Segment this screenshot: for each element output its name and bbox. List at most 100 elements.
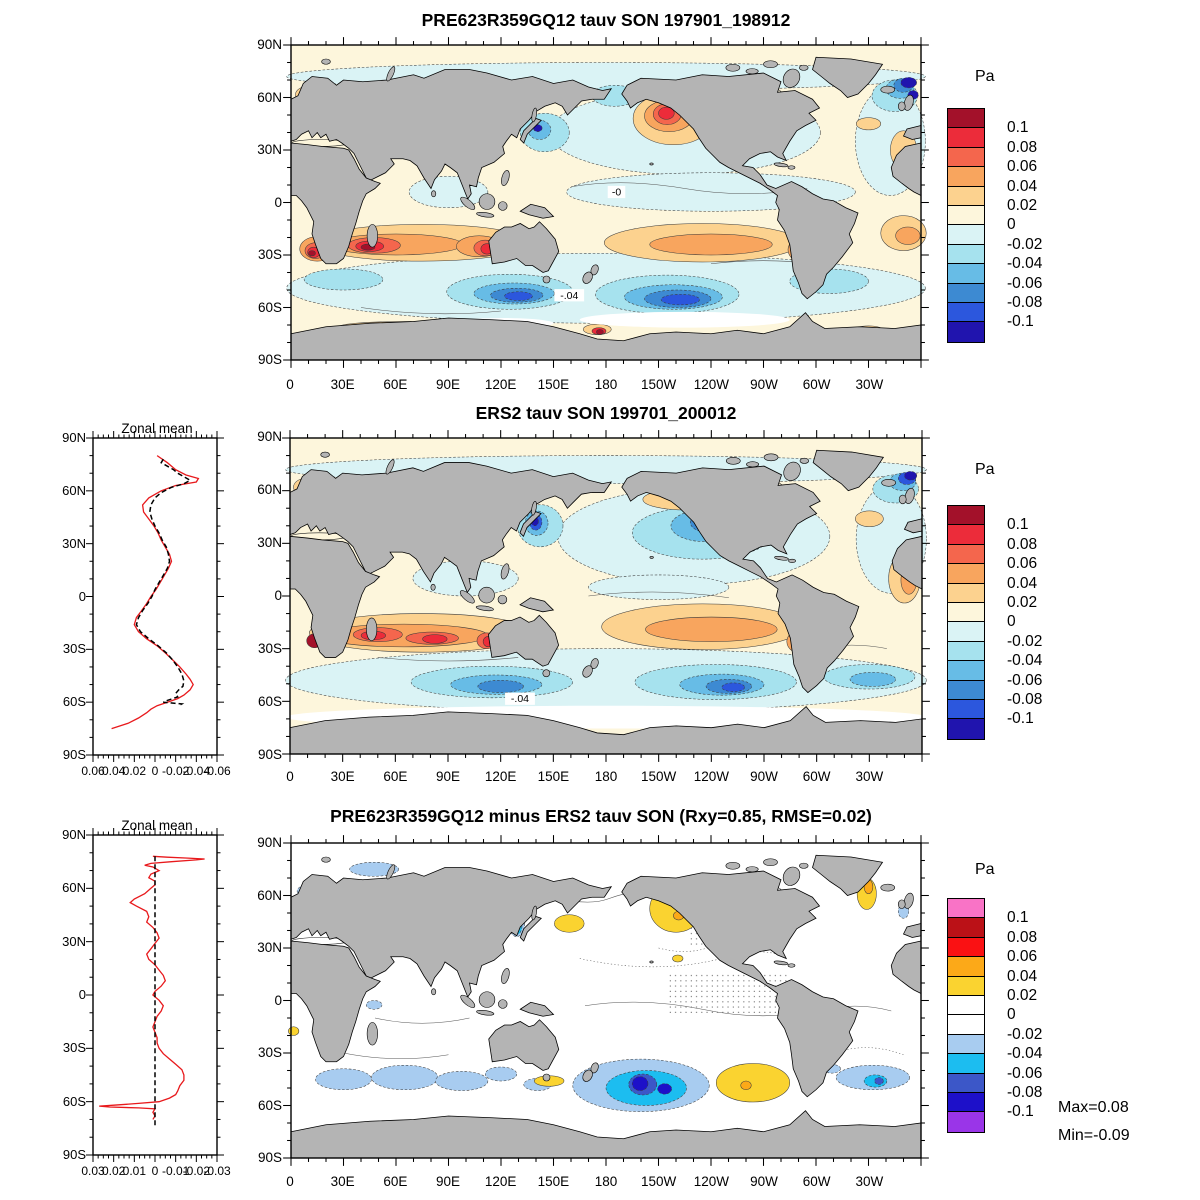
colorbar-cell bbox=[947, 127, 985, 149]
colorbar-tick-label: 0 bbox=[1007, 216, 1016, 234]
colorbar-cell bbox=[947, 563, 985, 585]
colorbar-cell bbox=[947, 1072, 985, 1094]
zonal-ytick-label: 30N bbox=[62, 535, 86, 551]
map-xtick-label: 90E bbox=[435, 769, 461, 784]
zonal-ytick-label: 60N bbox=[62, 880, 86, 896]
zonal-xtick-label: -0.03 bbox=[203, 1164, 231, 1178]
colorbar-cell bbox=[947, 108, 985, 129]
colorbar-tick-label: -0.04 bbox=[1007, 652, 1043, 670]
map-xtick-label: 180 bbox=[594, 769, 618, 784]
colorbar-cell bbox=[947, 505, 985, 526]
map-ytick-label: 60S bbox=[257, 694, 282, 709]
colorbar-tick-label: -0.08 bbox=[1007, 691, 1043, 708]
map-xtick-label: 120W bbox=[693, 1174, 729, 1189]
colorbar-cell bbox=[947, 1053, 985, 1075]
map-ytick-label: 90S bbox=[257, 747, 282, 762]
map-ytick-label: 90N bbox=[257, 37, 282, 52]
map-xtick-label: 150E bbox=[537, 769, 570, 784]
colorbar-tick-label: 0.1 bbox=[1007, 516, 1029, 534]
map-xtick-label: 30E bbox=[330, 377, 355, 392]
zonal-mean-plot-diff bbox=[86, 828, 224, 1162]
diff-stats-maxmin: Max=0.08 Min=-0.09 bbox=[1058, 1094, 1130, 1150]
colorbar-tick-label: -0.08 bbox=[1007, 1084, 1043, 1101]
map-ytick-label: 60N bbox=[257, 482, 282, 497]
map-ytick-label: 0 bbox=[274, 588, 282, 603]
map-ytick-label: 60S bbox=[257, 1097, 282, 1113]
map-xtick-label: 90W bbox=[750, 377, 778, 392]
map-xtick-label: 30W bbox=[855, 769, 884, 784]
map-xtick-label: 120W bbox=[693, 377, 729, 392]
colorbar-cell bbox=[947, 282, 985, 304]
map-xtick-label: 150W bbox=[641, 1174, 677, 1189]
colorbar-unit-diff: Pa bbox=[975, 861, 995, 878]
colorbar-cell bbox=[947, 975, 985, 997]
map-ytick-label: 30S bbox=[257, 1045, 282, 1060]
colorbar-cell bbox=[947, 699, 985, 721]
colorbar-tick-label: -0.1 bbox=[1007, 710, 1034, 728]
map-xtick-label: 0 bbox=[286, 1174, 294, 1189]
map-ytick-label: 30S bbox=[257, 641, 282, 656]
map-xtick-label: 60W bbox=[802, 1174, 831, 1189]
colorbar-cell bbox=[947, 543, 985, 566]
map-ytick-label: 30S bbox=[257, 247, 282, 262]
map-ytick-label: 0 bbox=[274, 992, 282, 1008]
map-xtick-label: 60W bbox=[802, 769, 831, 784]
colorbar-cell bbox=[947, 660, 985, 682]
colorbar-tick-label: -0.06 bbox=[1007, 1064, 1043, 1082]
map-xtick-label: 180 bbox=[594, 377, 618, 392]
colorbar-cell bbox=[947, 956, 985, 978]
zonal-xtick-label: 0.02 bbox=[101, 1164, 126, 1178]
zonal-ytick-label: 30N bbox=[62, 933, 86, 949]
zonal-series-pre623r359gq12-minus-ers2 bbox=[99, 855, 205, 1120]
map-ytick-label: 30N bbox=[257, 535, 282, 550]
colorbar-tick-label: -0.04 bbox=[1007, 255, 1043, 273]
colorbar-tick-label: -0.06 bbox=[1007, 274, 1043, 292]
map-xtick-label: 180 bbox=[594, 1174, 618, 1189]
zonal-xtick-label: 0.02 bbox=[122, 764, 147, 778]
zonal-mean-plot-fields bbox=[86, 431, 224, 762]
colorbar-cell bbox=[947, 917, 985, 939]
colorbar-tick-label: 0.02 bbox=[1007, 197, 1038, 214]
colorbar-cell bbox=[947, 166, 985, 188]
colorbar-cell bbox=[947, 1033, 985, 1056]
zonal-xtick-label: -0.02 bbox=[161, 764, 190, 778]
map-xtick-label: 90W bbox=[750, 769, 778, 784]
map-xtick-label: 150W bbox=[641, 769, 677, 784]
diff-max-label: Max=0.08 bbox=[1058, 1099, 1129, 1116]
zonal-xtick-label: -0.02 bbox=[182, 1164, 211, 1178]
zonal-xtick-label: -0.06 bbox=[203, 764, 231, 778]
zonal-mean-title-middle: Zonal mean bbox=[121, 421, 193, 436]
map-xtick-label: 30E bbox=[330, 1174, 355, 1189]
colorbar-cell bbox=[947, 243, 985, 266]
map-ytick-label: 0 bbox=[274, 194, 282, 210]
map-ytick-label: 90N bbox=[257, 429, 282, 444]
map-xtick-label: 30W bbox=[855, 377, 884, 392]
colorbar-tick-label: 0.1 bbox=[1007, 119, 1029, 137]
map-xtick-label: 60E bbox=[383, 769, 408, 784]
map-ytick-label: 90S bbox=[257, 352, 282, 367]
map-xtick-label: 90E bbox=[435, 377, 461, 392]
colorbar-cell bbox=[947, 146, 985, 169]
world-map-diff bbox=[283, 835, 929, 1166]
zonal-ytick-label: 0 bbox=[78, 588, 86, 604]
zonal-xtick-label: 0.03 bbox=[81, 1164, 105, 1178]
map-xtick-label: 120E bbox=[484, 769, 517, 784]
zonal-ytick-label: 90N bbox=[62, 827, 86, 842]
zonal-xtick-label: -0.01 bbox=[161, 1164, 190, 1178]
map-xtick-label: 120E bbox=[484, 377, 517, 392]
map-ytick-label: 30N bbox=[257, 142, 282, 157]
map-xtick-label: 30E bbox=[330, 769, 355, 784]
colorbar-cell bbox=[947, 185, 985, 207]
zonal-ytick-label: 90S bbox=[62, 1147, 86, 1162]
panel-title-ers2: ERS2 tauv SON 199701_200012 bbox=[475, 403, 737, 423]
zonal-ytick-label: 90N bbox=[62, 430, 86, 445]
colorbar-cell bbox=[947, 1014, 985, 1036]
zonal-ytick-label: 30S bbox=[62, 1040, 86, 1056]
colorbar-tick-label: -0.08 bbox=[1007, 294, 1043, 311]
contour-label: -.04 bbox=[511, 693, 529, 705]
zonal-ytick-label: 30S bbox=[62, 641, 86, 657]
colorbar-tick-label: 0.04 bbox=[1007, 967, 1038, 985]
zonal-ytick-label: 60N bbox=[62, 482, 86, 498]
map-xtick-label: 60W bbox=[802, 377, 831, 392]
